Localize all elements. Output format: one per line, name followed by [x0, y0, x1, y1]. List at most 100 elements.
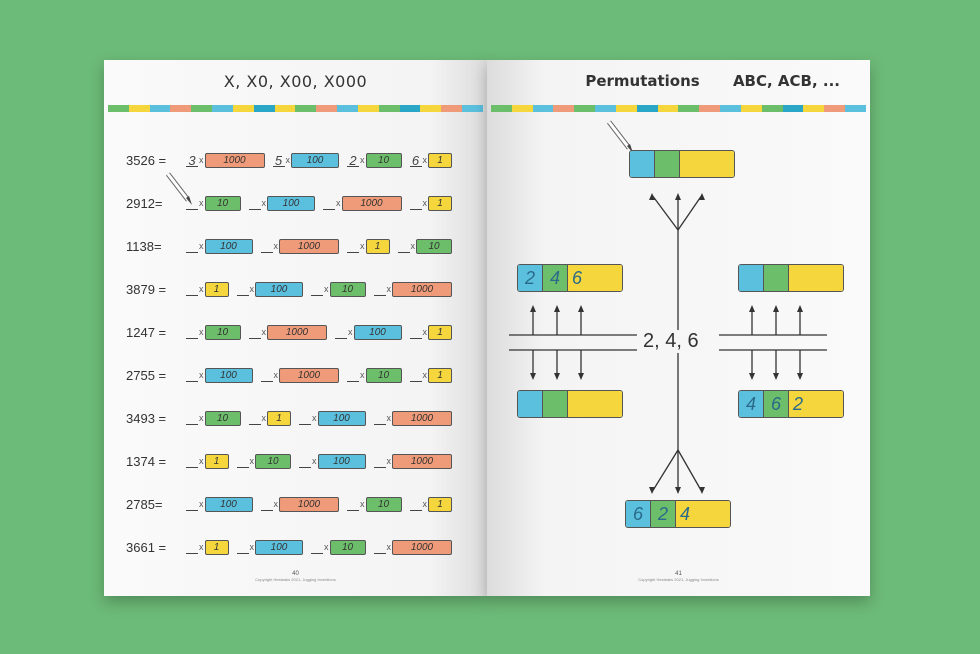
tile-digit: 6 [626, 501, 651, 527]
color-stripe-left [108, 105, 483, 112]
right-copyright: Copyright Hesteaks 2021, Jugging Inventi… [638, 577, 719, 582]
digit-answer [248, 325, 261, 339]
times-sign: x [273, 241, 279, 251]
times-sign: x [386, 284, 392, 294]
place-value-block: 1000 [267, 324, 327, 340]
times-sign: x [285, 155, 291, 165]
digit-answer: 3 [186, 153, 198, 168]
times-sign: x [360, 370, 365, 380]
permutation-digits-label: 2, 4, 6 [637, 330, 705, 353]
digit-answer [186, 282, 198, 296]
workbook-spread: X, X0, X00, X000 3526 = 3 x 1000 5 x 100 2 x 10 6 x… [104, 60, 870, 596]
times-sign: x [261, 327, 267, 337]
place-value-block: 100 [255, 539, 303, 555]
permutation-tile-right-upper [738, 264, 844, 292]
place-value-block: 10 [365, 496, 402, 512]
times-sign: x [199, 456, 204, 466]
place-value-block: 10 [416, 238, 452, 254]
times-sign: x [199, 542, 204, 552]
times-sign: x [386, 413, 392, 423]
place-value-block: 100 [291, 152, 339, 168]
exercise-row: 2755 = x 100 x 1000 x 10 x 1 [126, 365, 458, 385]
tile-digit [680, 151, 734, 177]
place-value-block: 1 [428, 324, 452, 340]
times-sign: x [273, 499, 279, 509]
times-sign: x [360, 155, 365, 165]
place-value-block: 1000 [392, 453, 452, 469]
digit-answer [397, 239, 410, 253]
tile-digit: 4 [543, 265, 568, 291]
place-value-block: 10 [365, 152, 402, 168]
digit-answer [409, 196, 422, 210]
permutation-diagram-lines [509, 120, 827, 494]
place-value-block: 1 [267, 410, 291, 426]
times-sign: x [386, 456, 392, 466]
digit-answer [236, 282, 249, 296]
place-value-block: 100 [204, 238, 253, 254]
digit-answer [186, 454, 198, 468]
times-sign: x [410, 241, 416, 251]
times-sign: x [273, 370, 279, 380]
times-sign: x [199, 198, 204, 208]
tile-digit [630, 151, 655, 177]
digit-answer [373, 282, 386, 296]
tile-digit: 6 [764, 391, 789, 417]
place-value-block: 1 [428, 496, 452, 512]
tile-digit: 2 [518, 265, 543, 291]
tile-digit [739, 265, 764, 291]
times-sign: x [422, 499, 428, 509]
place-value-block: 10 [365, 367, 402, 383]
times-sign: x [312, 456, 317, 466]
permutations-heading: Permutations [585, 72, 700, 90]
digit-answer [373, 540, 386, 554]
times-sign: x [261, 413, 267, 423]
tile-digit [655, 151, 680, 177]
place-value-block: 1 [204, 539, 229, 555]
place-value-block: 100 [317, 453, 366, 469]
digit-answer [409, 368, 422, 382]
digit-answer [311, 282, 323, 296]
times-sign: x [199, 499, 204, 509]
row-number: 1374 = [126, 453, 167, 469]
row-number: 1138= [126, 238, 162, 254]
digit-answer [347, 368, 359, 382]
digit-answer: 2 [347, 153, 359, 168]
place-value-block: 100 [353, 324, 402, 340]
tile-digit: 2 [789, 391, 843, 417]
place-value-block: 1000 [204, 152, 265, 168]
times-sign: x [199, 284, 204, 294]
exercise-row: 2785= x 100 x 1000 x 10 x 1 [126, 494, 458, 514]
place-value-block: 1 [204, 453, 229, 469]
times-sign: x [336, 198, 341, 208]
tile-digit [764, 265, 789, 291]
pencil-icon-right [607, 120, 633, 153]
times-sign: x [422, 198, 428, 208]
tile-digit [543, 391, 568, 417]
permutation-tile-left-lower [517, 390, 623, 418]
digit-answer [236, 454, 249, 468]
digit-answer [347, 497, 359, 511]
exercise-row: 1374 = x 1 x 10 x 100 x 1000 [126, 451, 458, 471]
times-sign: x [249, 542, 255, 552]
digit-answer [248, 196, 261, 210]
digit-answer [347, 239, 359, 253]
row-number: 3879 = [126, 281, 167, 297]
times-sign: x [199, 241, 204, 251]
pencil-icon [166, 172, 192, 205]
digit-answer [260, 368, 273, 382]
permutation-tile-top [629, 150, 735, 178]
right-page-number: 41 [675, 571, 682, 577]
times-sign: x [249, 456, 255, 466]
tile-digit: 6 [568, 265, 622, 291]
times-sign: x [422, 327, 428, 337]
exercise-row: 3879 = x 1 x 100 x 10 x 1000 [126, 279, 458, 299]
left-page-footer: 40 Copyright Hesteaks 2021, Jugging Inve… [104, 571, 487, 582]
place-value-block: 1 [428, 367, 452, 383]
tile-digit: 2 [651, 501, 676, 527]
tile-digit: 4 [676, 501, 730, 527]
digit-answer: 5 [272, 153, 285, 168]
right-page-footer: 41 Copyright Hesteaks 2021, Jugging Inve… [487, 571, 870, 582]
times-sign: x [261, 198, 267, 208]
tile-digit [518, 391, 543, 417]
exercise-row: 1247 = x 10 x 1000 x 100 x 1 [126, 322, 458, 342]
